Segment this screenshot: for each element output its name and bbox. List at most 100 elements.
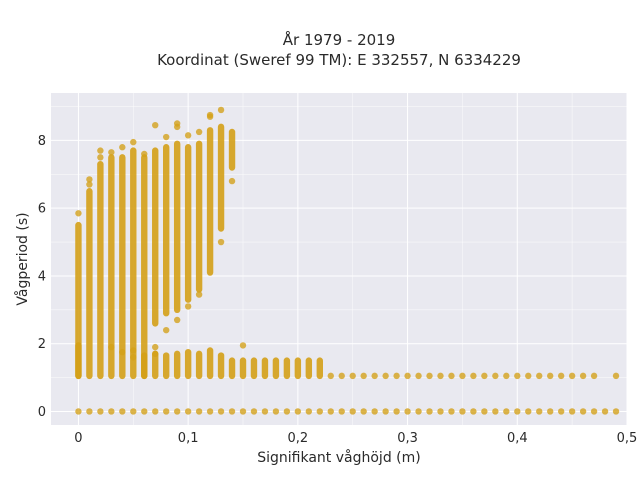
data-point-column — [206, 127, 214, 276]
data-point-column — [206, 347, 214, 380]
data-point — [459, 408, 466, 415]
data-point-column — [228, 128, 236, 171]
data-point — [470, 372, 477, 380]
data-point — [130, 347, 137, 354]
data-point — [437, 372, 444, 380]
data-point — [437, 408, 444, 415]
data-point — [481, 372, 488, 380]
x-axis-label: Signifikant våghöjd (m) — [257, 449, 420, 466]
data-point — [426, 372, 433, 380]
data-point — [404, 408, 411, 415]
data-point — [492, 408, 499, 415]
data-point-column — [184, 144, 192, 303]
data-point — [272, 408, 280, 415]
y-axis-label: Vågperiod (s) — [14, 212, 31, 305]
data-point — [228, 177, 236, 185]
data-point — [360, 408, 367, 415]
data-point — [382, 408, 389, 415]
data-point — [415, 408, 422, 415]
y-axis-ticks: 0 2 4 6 8 — [38, 134, 46, 420]
data-point — [152, 121, 159, 129]
data-point — [448, 408, 455, 415]
data-point — [173, 408, 181, 415]
data-point — [206, 408, 214, 415]
data-point — [349, 372, 356, 380]
data-point — [86, 408, 93, 415]
data-point — [503, 372, 510, 380]
data-point — [612, 372, 620, 380]
data-point — [283, 408, 291, 415]
x-tick-label: 0,4 — [507, 431, 528, 446]
data-point — [536, 408, 543, 415]
data-point — [228, 408, 236, 415]
data-point — [327, 372, 334, 380]
data-point-column — [195, 350, 203, 380]
data-point — [86, 176, 93, 183]
data-point — [579, 408, 587, 415]
data-point — [130, 354, 137, 361]
data-point-column — [184, 348, 192, 380]
data-point — [239, 408, 247, 415]
data-point — [459, 372, 466, 380]
data-point — [217, 106, 225, 114]
data-point — [305, 408, 313, 415]
data-point — [173, 123, 181, 131]
data-point — [404, 372, 411, 380]
data-point — [119, 144, 126, 151]
data-point — [525, 408, 532, 415]
data-point-column — [75, 221, 82, 380]
data-point — [547, 408, 554, 415]
data-point — [195, 128, 203, 136]
data-point-column — [173, 140, 181, 314]
x-tick-label: 0,2 — [288, 431, 309, 446]
data-point — [108, 149, 115, 156]
data-point — [492, 372, 499, 380]
x-tick-label: 0,5 — [617, 431, 638, 446]
data-point-column — [141, 154, 148, 380]
data-point — [338, 372, 345, 380]
data-point-column — [261, 357, 269, 380]
data-point-column — [173, 350, 181, 380]
data-point-column — [108, 154, 115, 380]
data-point — [195, 291, 203, 298]
data-point-column — [217, 123, 225, 232]
data-point-column — [316, 357, 323, 380]
data-point — [119, 348, 126, 356]
data-point — [393, 408, 400, 415]
data-point — [514, 408, 521, 415]
y-tick-label: 6 — [38, 202, 46, 217]
data-point — [371, 408, 378, 415]
data-point-column — [163, 144, 170, 317]
data-point — [316, 408, 323, 415]
data-point — [97, 147, 104, 154]
data-point-column — [305, 357, 313, 380]
data-point — [536, 372, 543, 380]
data-point-column — [250, 357, 258, 380]
data-point — [612, 408, 620, 415]
data-point-column — [97, 160, 104, 380]
data-point — [294, 408, 302, 415]
data-point-column — [294, 357, 302, 380]
data-point — [86, 181, 93, 188]
data-point — [130, 408, 137, 415]
data-point-column — [152, 350, 159, 380]
data-point — [525, 372, 532, 380]
data-point-column — [130, 147, 137, 380]
data-point — [371, 372, 378, 380]
data-point-column — [283, 357, 291, 380]
data-point — [184, 303, 192, 310]
data-point — [514, 372, 521, 380]
data-point — [217, 408, 225, 415]
data-point — [206, 113, 214, 120]
data-point — [141, 408, 148, 415]
data-point — [163, 408, 170, 415]
chart-title-line1: År 1979 - 2019 — [283, 30, 396, 49]
data-point — [108, 343, 115, 351]
data-point — [97, 154, 104, 161]
data-point — [173, 316, 181, 324]
data-point — [503, 408, 510, 415]
data-point — [250, 408, 258, 415]
data-point — [184, 408, 192, 415]
y-tick-label: 0 — [38, 405, 46, 420]
